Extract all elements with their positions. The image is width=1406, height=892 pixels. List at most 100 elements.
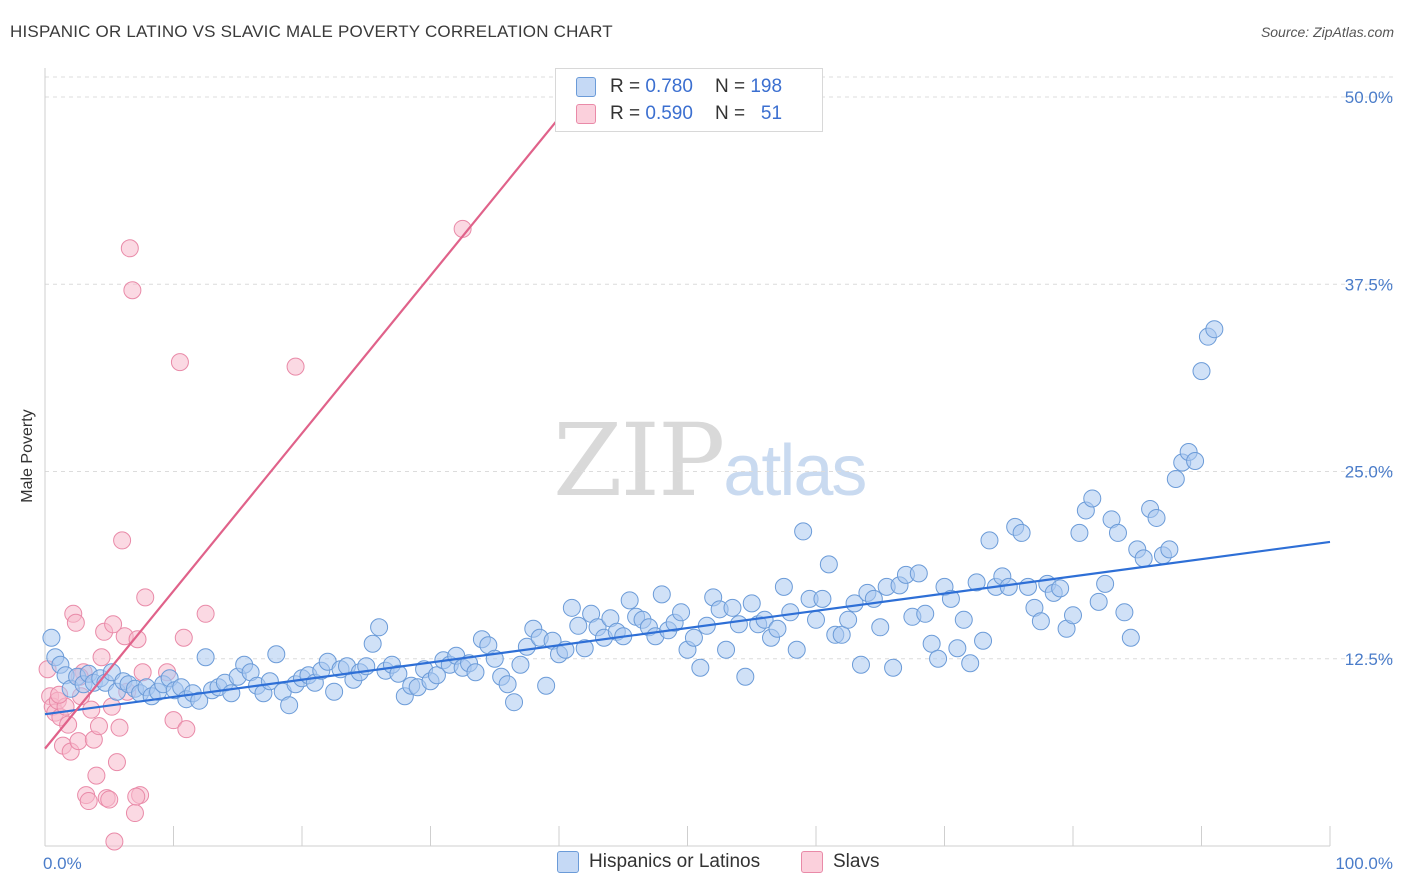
hispanic-point <box>781 603 800 622</box>
hispanic-point <box>1205 320 1224 339</box>
slavs-point <box>164 711 183 730</box>
hispanic-point <box>980 531 999 550</box>
slavs-point <box>104 615 123 634</box>
hispanic-point <box>839 610 858 629</box>
hispanic-point <box>652 585 671 604</box>
hispanic-point <box>505 693 524 712</box>
hispanic-point <box>774 577 793 596</box>
hispanic-point <box>1012 523 1031 542</box>
hispanic-point <box>1064 606 1082 625</box>
slavs-point <box>177 720 196 739</box>
hispanic-point <box>620 591 639 610</box>
hispanic-point <box>1160 540 1179 559</box>
slavs-point <box>174 628 193 647</box>
y-tick-label: 25.0% <box>1345 463 1393 482</box>
slavs-point <box>87 766 106 785</box>
slavs-point <box>79 792 98 811</box>
hispanic-point <box>723 598 742 617</box>
hispanic-point <box>363 634 382 653</box>
hispanic-point <box>941 589 960 608</box>
chart-title: HISPANIC OR LATINO VS SLAVIC MALE POVERT… <box>10 22 613 41</box>
legend-n-value: 198 <box>750 76 783 97</box>
hispanic-point <box>736 667 755 686</box>
hispanic-point <box>1108 523 1127 542</box>
legend-r-value: 0.590 <box>645 103 693 124</box>
slavs-point <box>107 753 126 772</box>
hispanic-point <box>1070 523 1089 542</box>
hispanic-point <box>871 618 890 637</box>
slavs-point <box>100 790 119 809</box>
legend-item-slavs: Slavs <box>801 851 879 873</box>
hispanic-point <box>884 658 903 677</box>
hispanic-point <box>813 589 832 608</box>
hispanic-point <box>684 628 703 647</box>
correlation-legend: R = 0.780 N = 198 R = 0.590 N = 51 <box>555 68 823 132</box>
y-tick-label: 37.5% <box>1345 275 1393 294</box>
hispanic-trend-line <box>44 540 1331 716</box>
legend-r-label: R = <box>610 76 641 97</box>
series-legend: Hispanics or Latinos Slavs <box>0 851 1406 877</box>
source-label: Source: ZipAtlas.com <box>1260 24 1394 40</box>
hispanic-point <box>1192 362 1211 381</box>
hispanic-point <box>1083 489 1102 508</box>
slavs-point <box>110 718 129 737</box>
x-tick-label: 100.0% <box>1335 854 1393 873</box>
hispanic-point <box>929 649 948 668</box>
hispanic-point <box>370 618 389 637</box>
slavs-point <box>89 717 108 736</box>
watermark-zip: ZIP <box>553 402 725 519</box>
watermark-atlas: atlas <box>723 431 867 511</box>
hispanic-point <box>562 598 581 617</box>
hispanic-point <box>967 573 986 592</box>
slavs-point <box>136 588 155 607</box>
hispanic-point <box>807 610 825 629</box>
hispanic-point <box>427 666 446 685</box>
hispanic-point <box>948 639 967 658</box>
y-tick-label: 50.0% <box>1345 88 1393 107</box>
hispanic-point <box>1096 574 1115 593</box>
legend-row-slavs: R = 0.590 N = 51 <box>576 102 782 126</box>
slavs-points <box>38 219 472 851</box>
x-tick-label: 0.0% <box>43 854 82 873</box>
legend-item-hispanic: Hispanics or Latinos <box>557 851 760 873</box>
hispanic-point <box>961 654 980 673</box>
hispanic-point <box>190 691 209 710</box>
hispanic-point <box>569 616 588 635</box>
hispanic-point <box>768 619 787 638</box>
hispanic-point <box>1166 469 1185 488</box>
hispanic-point <box>691 658 710 677</box>
slavs-trend-line <box>44 117 560 750</box>
slavs-point <box>196 604 215 623</box>
hispanic-point <box>280 696 299 715</box>
slavs-point <box>105 832 124 851</box>
slavs-point <box>123 281 142 300</box>
hispanic-point <box>922 634 941 653</box>
hispanic-point <box>794 522 813 541</box>
hispanic-point <box>916 604 935 623</box>
hispanic-point <box>498 675 517 694</box>
watermark: ZIPatlas <box>553 402 867 519</box>
legend-n-value: 51 <box>760 103 783 124</box>
slavs-point <box>127 787 146 806</box>
hispanic-point <box>1121 628 1140 647</box>
trend-lines <box>44 117 1331 750</box>
hispanic-point <box>729 615 748 634</box>
hispanic-point <box>717 640 736 659</box>
legend-row-hispanic: R = 0.780 N = 198 <box>576 75 782 99</box>
hispanic-point <box>974 631 993 650</box>
hispanic-point <box>325 682 344 701</box>
hispanic-point <box>389 664 408 683</box>
hispanic-point <box>1147 508 1166 527</box>
hispanic-point <box>42 628 61 647</box>
hispanic-point <box>742 594 761 613</box>
legend-swatch-pink <box>801 851 823 873</box>
hispanic-point <box>575 639 594 658</box>
hispanic-point <box>909 564 928 583</box>
hispanic-point <box>845 594 864 613</box>
legend-n-label: N = <box>714 103 746 124</box>
hispanic-point <box>819 555 838 574</box>
slavs-point <box>170 353 189 372</box>
legend-r-label: R = <box>610 103 641 124</box>
hispanic-points <box>42 320 1224 715</box>
